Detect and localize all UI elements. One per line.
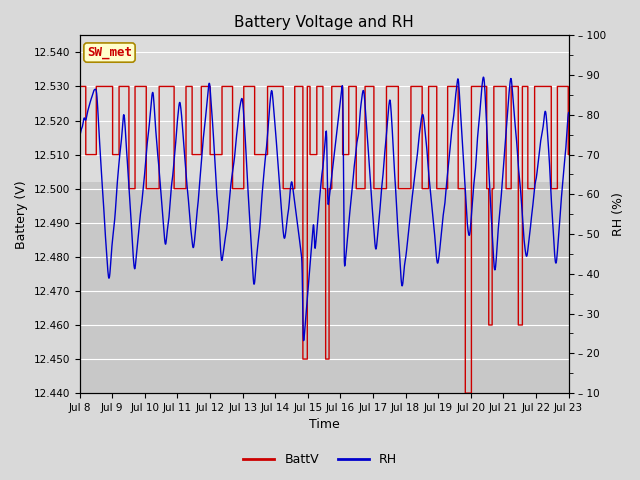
Bar (79, 36, 568, 182)
Y-axis label: RH (%): RH (%) (612, 192, 625, 236)
Bar (79, 182, 568, 393)
Text: SW_met: SW_met (87, 46, 132, 59)
Y-axis label: Battery (V): Battery (V) (15, 180, 28, 249)
Title: Battery Voltage and RH: Battery Voltage and RH (234, 15, 414, 30)
Legend: BattV, RH: BattV, RH (238, 448, 402, 471)
X-axis label: Time: Time (308, 419, 339, 432)
